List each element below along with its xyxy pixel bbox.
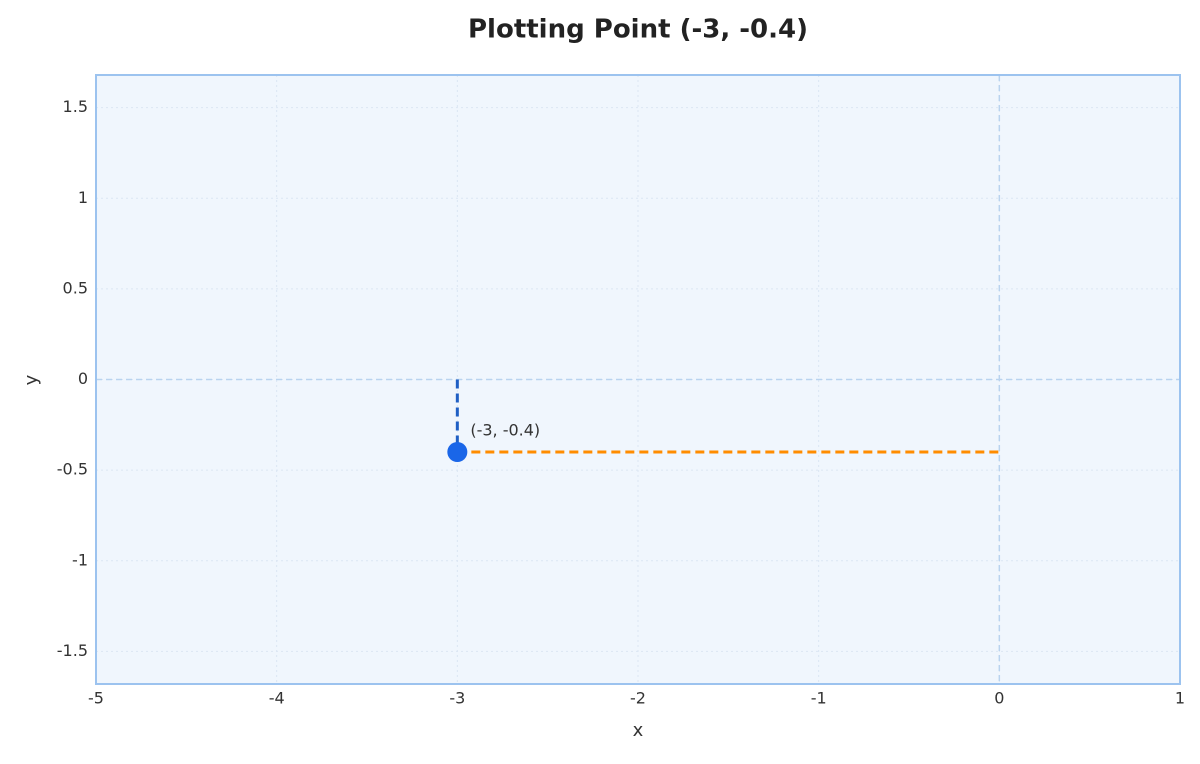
x-tick-label: -5 [88, 689, 104, 708]
x-tick-label: 0 [994, 689, 1004, 708]
y-tick-label: 1 [78, 188, 88, 207]
y-tick-label: 1.5 [63, 97, 88, 116]
y-tick-label: -1.5 [57, 641, 88, 660]
plot-border [95, 74, 1181, 685]
x-tick-label: -2 [630, 689, 646, 708]
point [447, 442, 468, 462]
chart-title: Plotting Point (-3, -0.4) [468, 15, 808, 45]
x-tick-label: 1 [1175, 689, 1185, 708]
y-tick-label: -0.5 [57, 460, 88, 479]
y-axis-label: y [21, 374, 42, 385]
x-tick-label: -3 [449, 689, 465, 708]
point-label: (-3, -0.4) [470, 421, 540, 440]
x-axis-label: x [633, 720, 644, 741]
y-tick-label: 0.5 [63, 278, 88, 297]
y-tick-label: 0 [78, 369, 88, 388]
y-tick-label: -1 [72, 550, 88, 569]
x-tick-label: -4 [269, 689, 285, 708]
x-tick-label: -1 [811, 689, 827, 708]
